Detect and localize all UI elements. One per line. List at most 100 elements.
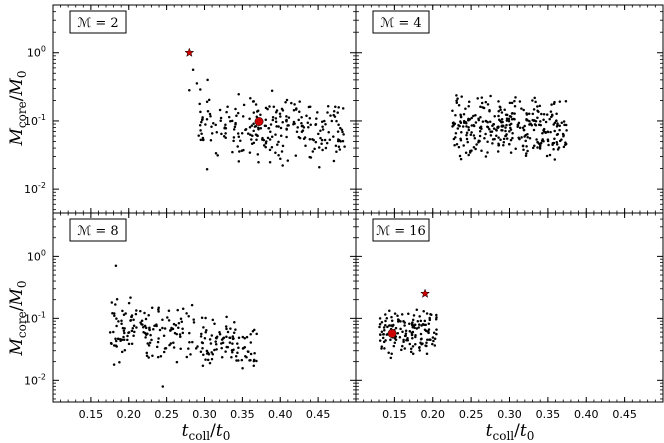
core-point — [237, 92, 240, 96]
core-point — [279, 115, 282, 118]
core-point — [293, 122, 296, 125]
core-point — [551, 114, 554, 117]
core-point — [198, 102, 201, 106]
core-point — [224, 132, 227, 135]
core-point — [523, 124, 526, 128]
core-point — [150, 306, 154, 310]
core-point — [146, 332, 149, 335]
core-point — [252, 100, 256, 103]
core-point — [505, 137, 509, 140]
svg-text:Mcore/M0: Mcore/M0 — [7, 70, 29, 146]
x-tick-label: 0.25 — [154, 408, 179, 421]
core-point — [253, 351, 256, 355]
core-point — [261, 136, 264, 140]
core-point — [257, 161, 260, 164]
core-point — [385, 333, 389, 336]
core-point — [476, 97, 479, 100]
core-point — [380, 320, 384, 324]
core-point — [457, 104, 461, 107]
core-point — [455, 142, 459, 146]
core-point — [484, 155, 488, 158]
core-point — [267, 126, 270, 130]
core-point — [494, 128, 498, 131]
core-point — [324, 146, 328, 150]
core-point — [466, 140, 469, 144]
core-point — [220, 132, 223, 136]
core-point — [227, 115, 231, 119]
core-point — [518, 100, 522, 103]
core-point — [272, 105, 276, 108]
core-point — [497, 100, 500, 103]
core-point — [145, 351, 149, 355]
core-point — [248, 117, 251, 120]
core-point — [339, 126, 342, 130]
core-point — [531, 112, 535, 116]
core-point — [121, 309, 124, 313]
core-point — [323, 138, 327, 142]
core-point — [427, 322, 431, 326]
core-point — [232, 331, 236, 334]
core-point — [496, 126, 499, 129]
core-point — [243, 336, 246, 340]
core-point — [207, 353, 211, 356]
core-point — [230, 119, 234, 123]
core-point — [384, 323, 387, 327]
core-point — [388, 324, 391, 327]
core-point — [537, 123, 541, 127]
core-point — [505, 133, 508, 136]
core-point — [552, 141, 556, 145]
core-point — [459, 157, 463, 161]
core-point — [156, 355, 160, 359]
core-point — [191, 68, 195, 72]
core-point — [426, 330, 429, 333]
core-point — [248, 151, 252, 154]
core-point — [335, 119, 338, 123]
core-point — [219, 119, 222, 123]
core-point — [300, 116, 303, 119]
core-point — [539, 120, 542, 123]
core-point — [205, 329, 208, 332]
core-point — [274, 133, 277, 136]
core-point — [435, 313, 438, 317]
core-point — [286, 124, 289, 127]
core-point — [241, 115, 245, 118]
core-point — [251, 134, 254, 138]
core-point — [316, 111, 319, 114]
core-point — [378, 317, 382, 320]
core-point — [213, 322, 216, 326]
core-point — [308, 116, 312, 120]
core-point — [542, 140, 545, 143]
core-point — [202, 353, 205, 357]
core-point — [185, 312, 188, 315]
core-point — [264, 106, 268, 110]
core-point — [489, 130, 492, 134]
core-point — [384, 319, 387, 323]
core-point — [403, 324, 406, 327]
core-point — [321, 128, 325, 131]
core-point — [406, 337, 409, 340]
core-point — [402, 320, 405, 323]
core-point — [278, 112, 282, 115]
core-point — [428, 318, 432, 322]
core-point — [287, 116, 291, 119]
core-point — [496, 150, 500, 153]
core-point — [224, 123, 227, 127]
core-point — [121, 326, 125, 330]
svg-text:tcoll/t0: tcoll/t0 — [182, 421, 231, 443]
core-point — [329, 114, 332, 117]
core-point — [232, 136, 236, 139]
core-point — [503, 108, 506, 111]
core-point — [504, 113, 508, 116]
core-point — [470, 131, 473, 134]
core-point — [457, 145, 461, 149]
core-point — [544, 120, 548, 124]
core-point — [338, 148, 342, 151]
core-point — [423, 319, 427, 323]
core-point — [209, 342, 213, 345]
core-point — [508, 143, 511, 146]
core-point — [147, 356, 150, 359]
core-point — [270, 89, 274, 93]
core-point — [333, 115, 337, 118]
core-point — [210, 125, 213, 129]
core-point — [404, 329, 408, 332]
